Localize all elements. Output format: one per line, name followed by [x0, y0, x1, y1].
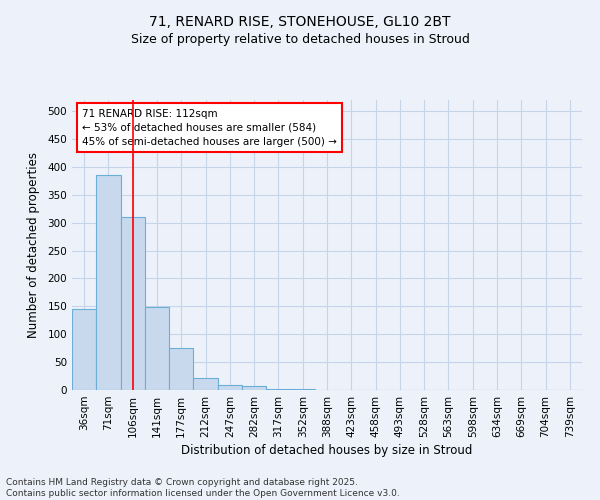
Text: Size of property relative to detached houses in Stroud: Size of property relative to detached ho…: [131, 32, 469, 46]
Bar: [266, 389, 290, 390]
Bar: [169, 348, 193, 390]
Y-axis label: Number of detached properties: Number of detached properties: [28, 152, 40, 338]
Text: 71 RENARD RISE: 112sqm
← 53% of detached houses are smaller (584)
45% of semi-de: 71 RENARD RISE: 112sqm ← 53% of detached…: [82, 108, 337, 146]
Bar: [145, 308, 169, 390]
Bar: [96, 176, 121, 390]
Bar: [72, 309, 96, 390]
Text: 71, RENARD RISE, STONEHOUSE, GL10 2BT: 71, RENARD RISE, STONEHOUSE, GL10 2BT: [149, 15, 451, 29]
Text: Contains HM Land Registry data © Crown copyright and database right 2025.
Contai: Contains HM Land Registry data © Crown c…: [6, 478, 400, 498]
X-axis label: Distribution of detached houses by size in Stroud: Distribution of detached houses by size …: [181, 444, 473, 457]
Bar: [242, 386, 266, 390]
Bar: [121, 217, 145, 390]
Bar: [193, 378, 218, 390]
Bar: [218, 385, 242, 390]
